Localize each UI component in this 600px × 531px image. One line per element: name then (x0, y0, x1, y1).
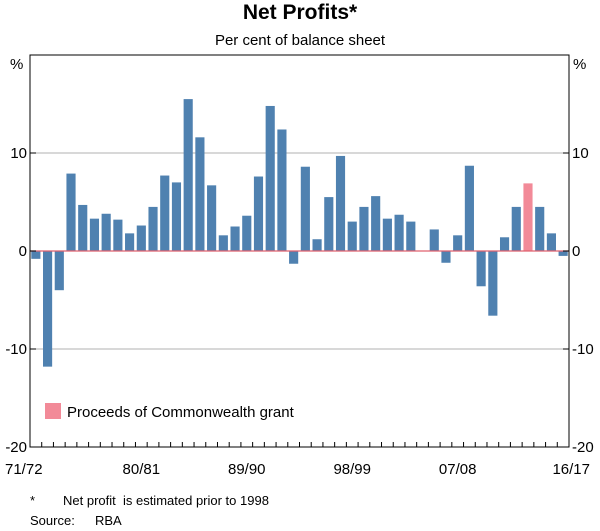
bar-net-profit (535, 206, 545, 251)
y-tick-label-right: 10 (572, 145, 589, 162)
bar-net-profit (43, 251, 53, 367)
bar-net-profit (136, 225, 146, 251)
bar-net-profit (476, 251, 486, 287)
bar-net-profit (289, 251, 299, 264)
bar-commonwealth-grant (523, 183, 533, 251)
bar-net-profit (218, 235, 228, 251)
bar-net-profit (371, 196, 381, 251)
x-tick-label: 89/90 (228, 461, 266, 478)
y-tick-label-left: 10 (10, 145, 27, 162)
bar-net-profit (31, 251, 41, 259)
y-tick-label-right: 0 (572, 243, 580, 260)
y-tick-label-left: -10 (5, 341, 27, 358)
y-tick-label-right: -20 (572, 439, 594, 456)
bar-net-profit (453, 235, 463, 251)
bar-net-profit (101, 213, 111, 251)
bar-net-profit (89, 218, 100, 251)
y-unit-left: % (10, 56, 23, 73)
y-tick-label-right: -10 (572, 341, 594, 358)
bar-net-profit (265, 105, 275, 252)
bar-net-profit (488, 251, 498, 316)
bar-net-profit (171, 182, 182, 251)
x-tick-label: 16/17 (552, 461, 590, 478)
bar-net-profit (277, 129, 287, 251)
chart-subtitle: Per cent of balance sheet (215, 32, 386, 49)
bar-net-profit (230, 226, 240, 251)
bar-net-profit (335, 155, 346, 251)
source-label: Source: (30, 513, 75, 528)
bar-net-profit (300, 166, 310, 251)
bar-net-profit (511, 206, 521, 251)
footnote-text: Net profit is estimated prior to 1998 (63, 493, 269, 508)
bar-net-profit (429, 229, 439, 251)
bar-net-profit (312, 239, 322, 251)
bar-net-profit (359, 206, 369, 251)
legend-label: Proceeds of Commonwealth grant (67, 404, 295, 421)
bar-net-profit (324, 197, 334, 251)
source-text: RBA (95, 513, 122, 528)
y-tick-label-left: -20 (5, 439, 27, 456)
legend-swatch (45, 403, 61, 419)
bar-net-profit (464, 165, 474, 251)
chart-title: Net Profits* (243, 1, 358, 24)
footnote-marker: * (30, 493, 36, 508)
bar-net-profit (347, 221, 357, 251)
y-unit-right: % (573, 56, 586, 73)
x-tick-label: 80/81 (123, 461, 161, 478)
bar-net-profit (558, 251, 568, 256)
bar-net-profit (195, 137, 205, 251)
bar-net-profit (406, 221, 416, 251)
bar-net-profit (394, 214, 404, 251)
x-tick-label: 98/99 (333, 461, 371, 478)
bar-net-profit (183, 99, 193, 251)
x-tick-label: 07/08 (439, 461, 477, 478)
bar-net-profit (54, 251, 64, 291)
x-tick-label: 71/72 (5, 461, 43, 478)
bar-net-profit (113, 219, 123, 251)
bar-net-profit (499, 237, 510, 251)
bar-net-profit (148, 206, 158, 251)
bar-net-profit (253, 176, 264, 251)
bar-net-profit (66, 173, 76, 251)
bar-net-profit (382, 218, 392, 251)
bar-net-profit (546, 233, 556, 251)
bar-net-profit (441, 251, 451, 263)
bar-net-profit (242, 215, 252, 251)
bar-net-profit (125, 233, 135, 251)
bar-net-profit (207, 185, 217, 251)
y-tick-label-left: 0 (19, 243, 27, 260)
bar-net-profit (160, 175, 170, 251)
bar-net-profit (78, 204, 88, 251)
